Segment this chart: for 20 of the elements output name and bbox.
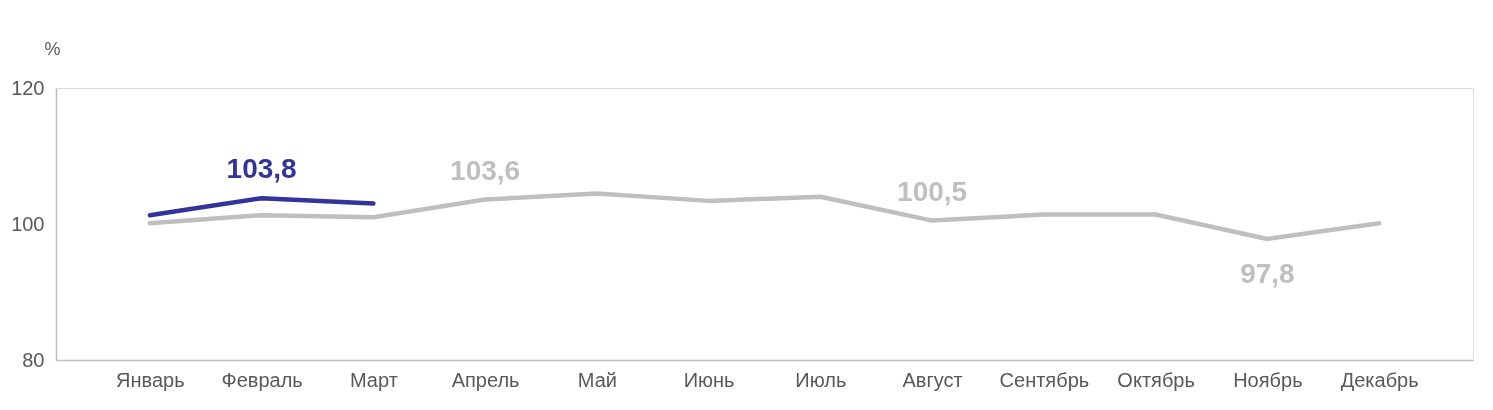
data-label: 100,5 xyxy=(897,175,968,207)
y-axis-title: % xyxy=(44,38,61,59)
x-tick-label: Август xyxy=(902,368,963,391)
x-tick-label: Апрель xyxy=(451,368,520,391)
x-tick-label: Июнь xyxy=(683,368,735,391)
x-tick-label: Ноябрь xyxy=(1233,368,1303,391)
x-tick-label: Октябрь xyxy=(1117,368,1195,391)
data-label: 97,8 xyxy=(1240,257,1295,289)
x-tick-label: Май xyxy=(577,368,617,391)
data-label: 103,8 xyxy=(226,153,297,185)
x-tick-label: Сентябрь xyxy=(999,368,1090,391)
x-tick-label: Март xyxy=(349,368,398,391)
x-tick-label: Февраль xyxy=(221,368,303,391)
y-tick-label: 100 xyxy=(11,212,45,235)
y-tick-label: 120 xyxy=(11,76,45,99)
x-tick-label: Декабрь xyxy=(1340,368,1419,391)
x-tick-label: Январь xyxy=(116,368,185,391)
data-label: 103,6 xyxy=(450,154,521,186)
x-tick-label: Июль xyxy=(795,368,847,391)
y-tick-label: 80 xyxy=(22,348,45,371)
